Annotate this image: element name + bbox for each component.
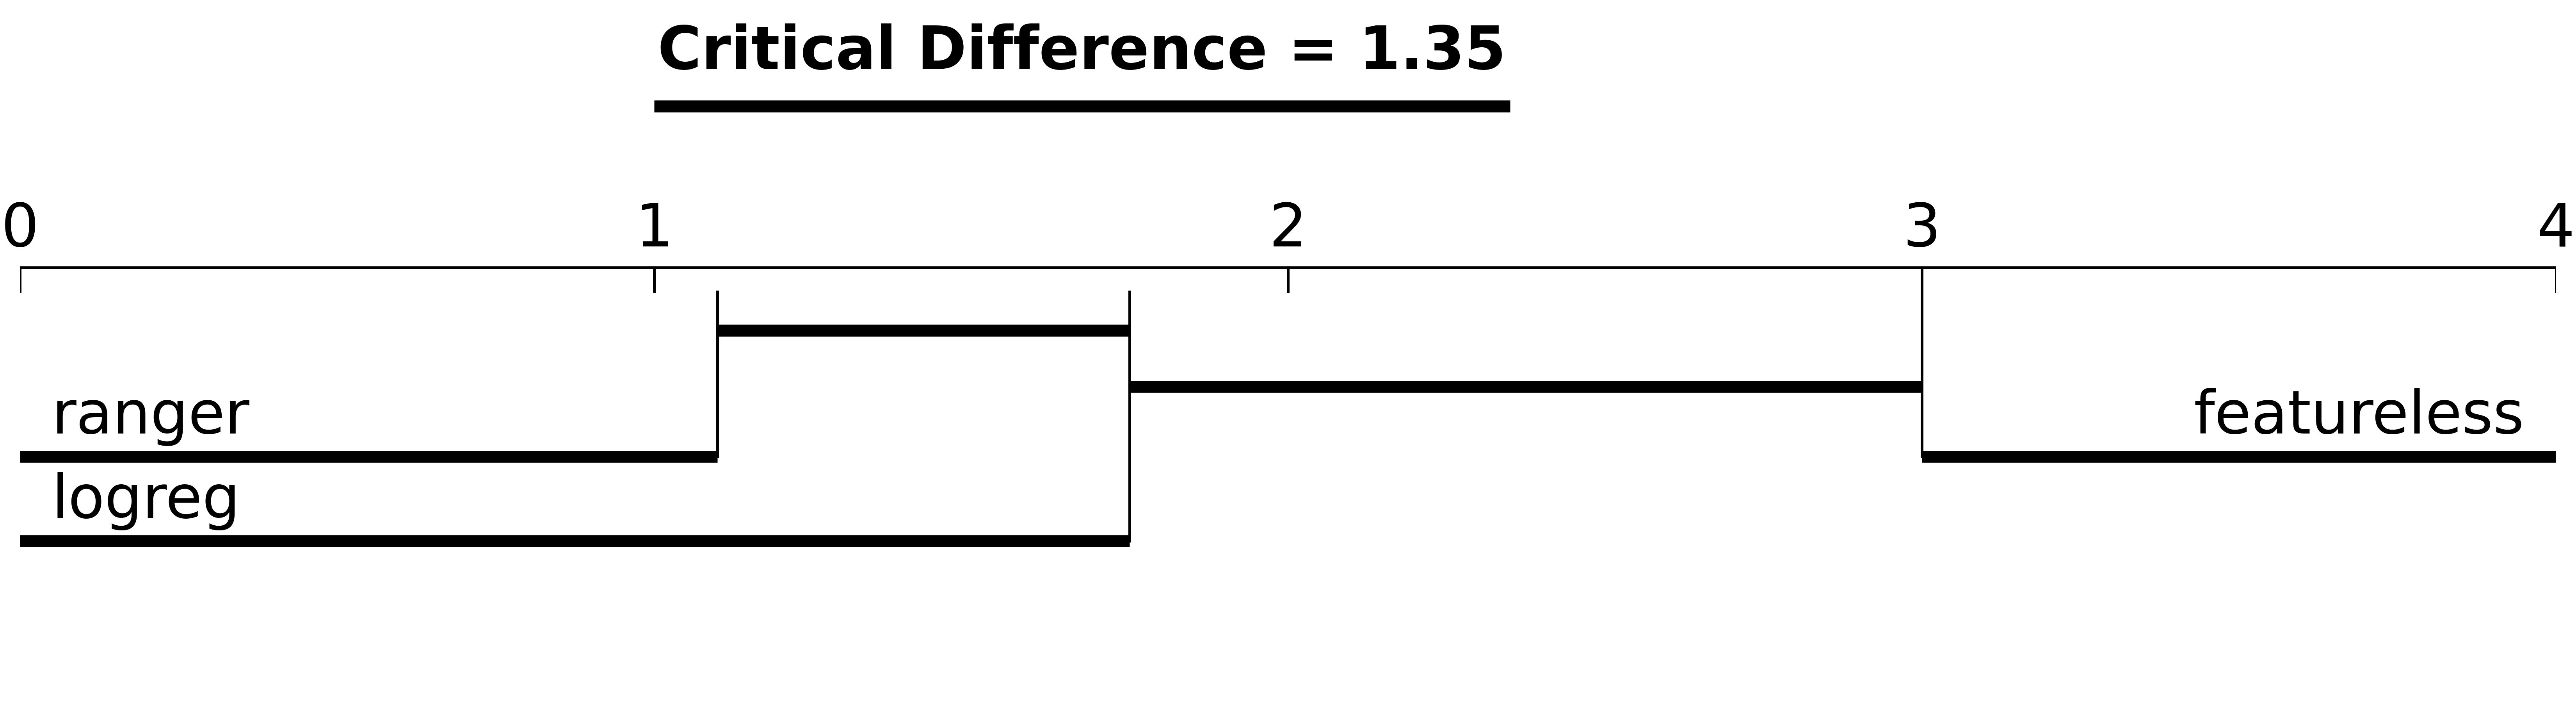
Text: 2: 2 — [1270, 201, 1306, 259]
Text: featureless: featureless — [2195, 388, 2524, 446]
Text: 1: 1 — [636, 201, 672, 259]
Text: 4: 4 — [2537, 201, 2576, 259]
Text: ranger: ranger — [52, 388, 250, 446]
Text: logreg: logreg — [52, 472, 240, 530]
Text: 3: 3 — [1904, 201, 1940, 259]
Text: 0: 0 — [0, 201, 39, 259]
Text: Critical Difference = 1.35: Critical Difference = 1.35 — [657, 23, 1507, 82]
